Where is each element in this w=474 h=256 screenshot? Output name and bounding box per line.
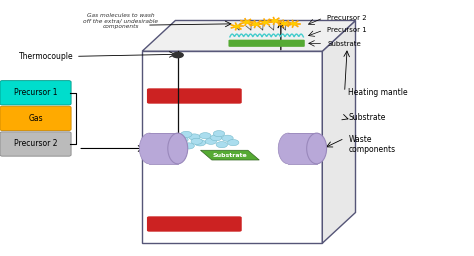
Circle shape: [216, 142, 228, 148]
Text: Gas molecules to wash
off the extra/ undesirable
components: Gas molecules to wash off the extra/ und…: [83, 13, 158, 29]
Text: Precursor 2: Precursor 2: [327, 15, 367, 21]
Ellipse shape: [139, 133, 159, 164]
FancyBboxPatch shape: [0, 106, 71, 131]
FancyBboxPatch shape: [0, 81, 71, 105]
Circle shape: [272, 19, 278, 23]
Text: Precursor 1: Precursor 1: [14, 88, 57, 97]
Polygon shape: [142, 51, 322, 243]
Circle shape: [194, 140, 206, 146]
Text: Heating mantle: Heating mantle: [348, 88, 408, 97]
FancyBboxPatch shape: [288, 133, 317, 164]
Ellipse shape: [307, 133, 327, 164]
Polygon shape: [201, 150, 259, 160]
Text: Precursor 2: Precursor 2: [14, 140, 57, 148]
FancyBboxPatch shape: [149, 133, 178, 164]
Circle shape: [183, 143, 194, 149]
Text: Thermocouple: Thermocouple: [19, 52, 73, 61]
Circle shape: [228, 140, 239, 146]
FancyBboxPatch shape: [147, 216, 242, 232]
Circle shape: [243, 20, 250, 24]
Circle shape: [205, 138, 217, 144]
Circle shape: [181, 131, 192, 137]
Text: Gas: Gas: [28, 114, 43, 123]
Circle shape: [191, 138, 202, 144]
Circle shape: [222, 135, 233, 141]
Circle shape: [281, 22, 288, 25]
Text: Precursor 1: Precursor 1: [327, 27, 367, 33]
Circle shape: [200, 133, 211, 139]
Circle shape: [234, 25, 240, 28]
Text: Substrate: Substrate: [348, 113, 386, 122]
Text: Substrate: Substrate: [212, 153, 247, 158]
Circle shape: [210, 135, 222, 141]
Circle shape: [291, 22, 297, 26]
Circle shape: [253, 22, 259, 26]
Polygon shape: [142, 20, 356, 51]
FancyBboxPatch shape: [0, 132, 71, 156]
Ellipse shape: [278, 133, 298, 164]
Text: Substrate: Substrate: [327, 40, 361, 47]
Circle shape: [172, 52, 184, 58]
Ellipse shape: [168, 133, 188, 164]
Text: Waste
components: Waste components: [348, 135, 395, 154]
Circle shape: [177, 136, 188, 143]
FancyBboxPatch shape: [147, 88, 242, 104]
Circle shape: [262, 21, 269, 24]
FancyBboxPatch shape: [228, 40, 305, 47]
Circle shape: [213, 131, 225, 137]
Polygon shape: [322, 20, 356, 243]
Circle shape: [189, 134, 200, 140]
